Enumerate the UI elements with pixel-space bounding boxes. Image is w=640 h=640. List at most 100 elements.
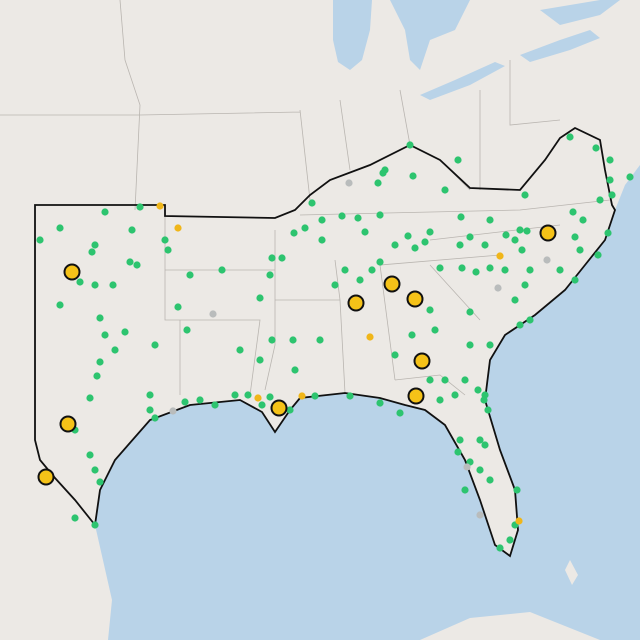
green-marker bbox=[341, 266, 349, 274]
green-marker bbox=[56, 224, 64, 232]
green-marker bbox=[569, 208, 577, 216]
island bbox=[565, 560, 578, 585]
green-marker bbox=[476, 466, 484, 474]
green-marker bbox=[244, 391, 252, 399]
green-marker bbox=[354, 214, 362, 222]
green-marker bbox=[88, 248, 96, 256]
gray-marker bbox=[209, 310, 217, 318]
large-yellow-marker bbox=[270, 399, 288, 417]
green-marker bbox=[181, 398, 189, 406]
green-marker bbox=[579, 216, 587, 224]
river bbox=[540, 0, 620, 25]
green-marker bbox=[346, 392, 354, 400]
green-marker bbox=[361, 228, 369, 236]
large-yellow-marker bbox=[539, 224, 557, 242]
green-marker bbox=[518, 246, 526, 254]
green-marker bbox=[290, 229, 298, 237]
yellow-marker bbox=[366, 333, 374, 341]
green-marker bbox=[111, 346, 119, 354]
green-marker bbox=[501, 266, 509, 274]
green-marker bbox=[486, 341, 494, 349]
green-marker bbox=[526, 266, 534, 274]
green-marker bbox=[91, 466, 99, 474]
green-marker bbox=[91, 241, 99, 249]
green-marker bbox=[128, 226, 136, 234]
green-marker bbox=[421, 238, 429, 246]
green-marker bbox=[136, 203, 144, 211]
gray-marker bbox=[169, 407, 177, 415]
green-marker bbox=[93, 372, 101, 380]
green-marker bbox=[511, 236, 519, 244]
green-marker bbox=[404, 232, 412, 240]
green-marker bbox=[146, 406, 154, 414]
green-marker bbox=[151, 341, 159, 349]
green-marker bbox=[486, 216, 494, 224]
green-marker bbox=[211, 401, 219, 409]
green-marker bbox=[376, 211, 384, 219]
large-yellow-marker bbox=[63, 263, 81, 281]
green-marker bbox=[96, 314, 104, 322]
green-marker bbox=[466, 308, 474, 316]
green-marker bbox=[626, 173, 634, 181]
green-marker bbox=[476, 436, 484, 444]
green-marker bbox=[451, 391, 459, 399]
green-marker bbox=[441, 376, 449, 384]
green-marker bbox=[86, 394, 94, 402]
green-marker bbox=[474, 386, 482, 394]
green-marker bbox=[513, 486, 521, 494]
green-marker bbox=[486, 264, 494, 272]
large-yellow-marker bbox=[413, 352, 431, 370]
green-marker bbox=[256, 294, 264, 302]
yellow-marker bbox=[298, 392, 306, 400]
green-marker bbox=[608, 191, 616, 199]
green-marker bbox=[454, 156, 462, 164]
green-marker bbox=[436, 264, 444, 272]
gray-marker bbox=[463, 463, 471, 471]
green-marker bbox=[374, 179, 382, 187]
green-marker bbox=[96, 478, 104, 486]
green-marker bbox=[71, 514, 79, 522]
green-marker bbox=[126, 258, 134, 266]
large-yellow-marker bbox=[406, 290, 424, 308]
green-marker bbox=[576, 246, 584, 254]
yellow-marker bbox=[496, 252, 504, 260]
green-marker bbox=[604, 229, 612, 237]
green-marker bbox=[441, 186, 449, 194]
green-marker bbox=[231, 391, 239, 399]
gray-marker bbox=[543, 256, 551, 264]
green-marker bbox=[426, 376, 434, 384]
green-marker bbox=[592, 144, 600, 152]
green-marker bbox=[526, 316, 534, 324]
gray-marker bbox=[494, 284, 502, 292]
green-marker bbox=[408, 331, 416, 339]
green-marker bbox=[456, 241, 464, 249]
green-marker bbox=[266, 271, 274, 279]
gray-marker bbox=[476, 511, 484, 519]
green-marker bbox=[379, 169, 387, 177]
green-marker bbox=[376, 258, 384, 266]
green-marker bbox=[426, 306, 434, 314]
green-marker bbox=[268, 336, 276, 344]
lake-michigan bbox=[333, 0, 372, 70]
yellow-marker bbox=[174, 224, 182, 232]
green-marker bbox=[486, 476, 494, 484]
green-marker bbox=[566, 133, 574, 141]
green-marker bbox=[101, 331, 109, 339]
green-marker bbox=[466, 341, 474, 349]
green-marker bbox=[411, 244, 419, 252]
green-marker bbox=[258, 401, 266, 409]
green-marker bbox=[289, 336, 297, 344]
green-marker bbox=[496, 544, 504, 552]
green-marker bbox=[484, 406, 492, 414]
green-marker bbox=[146, 391, 154, 399]
green-marker bbox=[606, 156, 614, 164]
green-marker bbox=[101, 208, 109, 216]
green-marker bbox=[396, 409, 404, 417]
green-marker bbox=[311, 392, 319, 400]
green-marker bbox=[356, 276, 364, 284]
green-marker bbox=[76, 278, 84, 286]
green-marker bbox=[454, 448, 462, 456]
ocean bbox=[95, 165, 640, 640]
green-marker bbox=[256, 356, 264, 364]
